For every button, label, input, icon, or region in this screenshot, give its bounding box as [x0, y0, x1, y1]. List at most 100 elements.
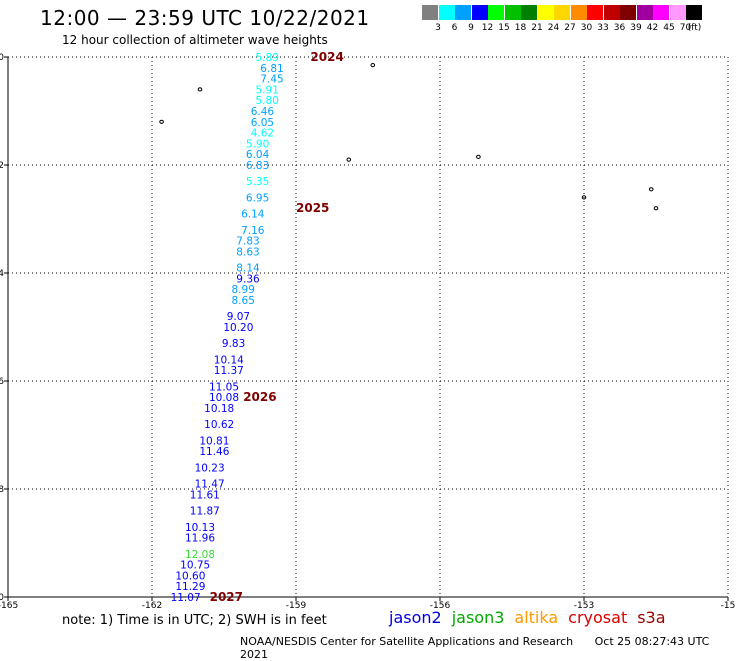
legend-swatch: [537, 5, 554, 20]
legend-swatch: [570, 5, 587, 20]
swh-value-label: 7.45: [260, 74, 283, 86]
swh-value-label: 8.14: [236, 263, 260, 275]
swh-value-label: 11.07: [171, 592, 201, 604]
lat-tick-label: -22: [0, 161, 4, 171]
legend-label: 9: [468, 23, 474, 33]
swh-value-label: 4.62: [251, 128, 274, 140]
legend-unit: (ft): [687, 23, 702, 33]
swh-value-label: 5.89: [256, 52, 279, 64]
island-outline: [346, 157, 352, 162]
swh-value-label: 10.20: [223, 322, 253, 334]
swh-value-label: 10.75: [180, 560, 210, 572]
swh-value-label: 11.29: [175, 581, 205, 593]
island-outlines: [159, 63, 659, 211]
island-outline: [653, 206, 659, 211]
swh-value-label: 10.62: [204, 419, 234, 431]
island-outline: [197, 87, 203, 92]
island-outline: [370, 63, 376, 68]
swh-value-label: 8.99: [232, 284, 255, 296]
lon-tick-label: -162: [142, 601, 162, 611]
lat-tick-label: -20: [0, 53, 4, 63]
swh-value-label: 6.83: [246, 160, 269, 172]
swh-value-label: 11.96: [185, 533, 215, 545]
swh-value-label: 5.80: [256, 95, 279, 107]
credit-line: NOAA/NESDIS Center for Satellite Applica…: [240, 635, 740, 661]
legend-label: 39: [630, 23, 642, 33]
island-outline: [581, 195, 587, 200]
legend-swatch: [438, 5, 455, 20]
swh-value-label: 6.81: [260, 63, 283, 75]
legend-swatch: [455, 5, 471, 20]
legend-label: 18: [514, 23, 527, 33]
swh-value-label: 11.61: [190, 489, 220, 501]
satellite-name: jason3: [451, 608, 505, 627]
legend-label: 45: [663, 23, 675, 33]
time-marker-label: 2027: [210, 590, 243, 604]
swh-value-label: 11.87: [190, 506, 220, 518]
lon-tick-label: -165: [0, 601, 18, 611]
swh-value-label: 10.81: [199, 435, 229, 447]
swh-value-label: 10.08: [209, 392, 239, 404]
altimeter-track: 5.896.817.455.915.806.466.054.625.906.04…: [171, 50, 344, 604]
island-outline: [159, 119, 164, 124]
swh-value-label: 11.05: [209, 381, 239, 393]
swh-value-label: 10.23: [195, 462, 225, 474]
swh-value-label: 6.04: [246, 149, 270, 161]
swh-value-label: 11.37: [214, 365, 244, 377]
swh-value-label: 7.83: [236, 236, 259, 248]
legend-label: 27: [564, 23, 576, 33]
legend-swatch: [636, 5, 653, 20]
legend-label: 6: [451, 23, 458, 33]
swh-value-label: 7.16: [241, 225, 265, 237]
legend-swatch: [554, 5, 570, 20]
lat-tick-label: -28: [0, 485, 4, 495]
swh-value-label: 6.46: [251, 106, 275, 118]
graticule: [7, 56, 729, 598]
swh-value-label: 5.91: [256, 84, 279, 96]
swh-value-label: 11.47: [195, 479, 225, 491]
lon-tick-label: -15: [721, 601, 736, 611]
swh-value-label: 5.90: [246, 138, 269, 150]
legend-label: 42: [646, 23, 659, 33]
legend-swatch: [422, 5, 438, 20]
swh-value-label: 11.46: [199, 446, 229, 458]
legend-swatch: [653, 5, 669, 20]
legend-label: 24: [547, 23, 560, 33]
legend-swatch: [603, 5, 620, 20]
legend-label: 30: [580, 23, 593, 33]
swh-value-label: 12.08: [185, 549, 215, 561]
legend-label: 3: [435, 23, 441, 33]
swh-value-label: 10.18: [204, 403, 234, 415]
legend-swatch: [504, 5, 521, 20]
swh-value-label: 6.05: [251, 117, 274, 129]
legend-swatch: [521, 5, 537, 20]
satellite-name: jason2: [389, 608, 442, 627]
legend-swatch: [669, 5, 686, 20]
page-title: 12:00 — 23:59 UTC 10/22/2021: [40, 6, 370, 30]
island-outline: [648, 187, 654, 192]
lat-tick-label: -24: [0, 269, 4, 279]
swh-value-label: 10.13: [185, 522, 215, 534]
legend-swatch: [686, 5, 702, 20]
legend-label: 70: [679, 23, 692, 33]
legend-swatch: [620, 5, 636, 20]
legend-label: 36: [613, 23, 626, 33]
swh-value-label: 10.60: [175, 570, 205, 582]
satellite-name: altika: [514, 608, 559, 627]
footer-note: note: 1) Time is in UTC; 2) SWH is in fe…: [62, 613, 327, 628]
swh-value-label: 9.36: [236, 273, 260, 285]
lat-tick-label: -26: [0, 377, 4, 387]
swh-value-label: 10.14: [214, 354, 244, 366]
satellite-legend: jason2 jason3 altika cryosat s3a: [389, 608, 676, 627]
page-subtitle: 12 hour collection of altimeter wave hei…: [62, 33, 328, 47]
axis-ticks: -165 -162 -159 -156 -153 -15 -20 -22 -24 -26 -28 -3…: [0, 53, 735, 611]
island-outline: [476, 154, 481, 159]
legend-swatch: [471, 5, 488, 20]
swh-value-label: 6.14: [241, 209, 265, 221]
lon-tick-label: -159: [286, 601, 307, 611]
satellite-name: cryosat: [568, 608, 628, 627]
legend-label: 21: [531, 23, 543, 33]
legend-label: 33: [597, 23, 609, 33]
swh-value-label: 8.63: [236, 246, 259, 258]
